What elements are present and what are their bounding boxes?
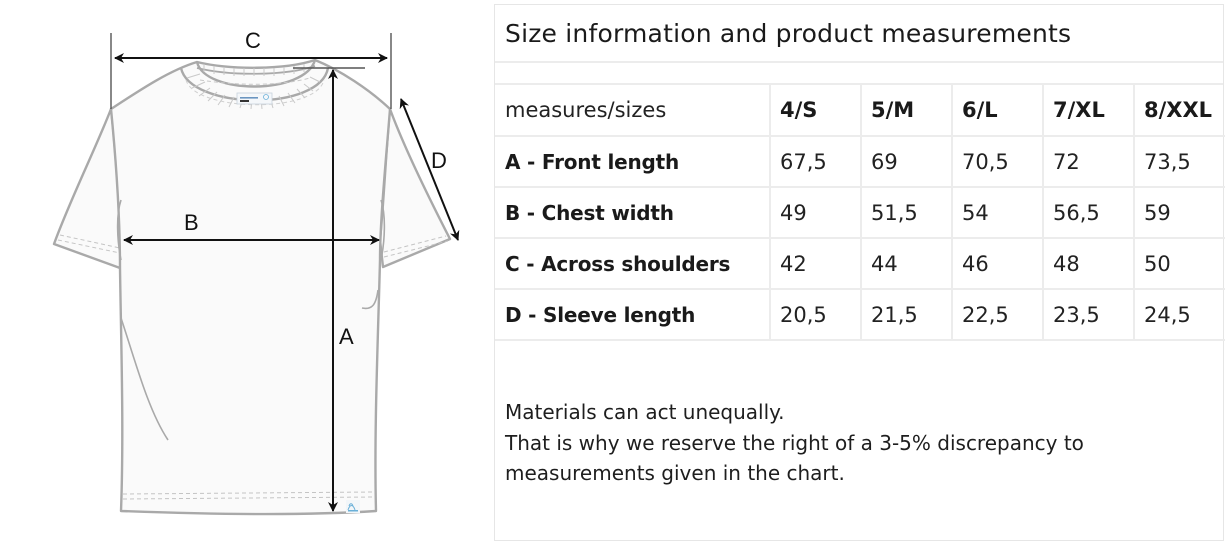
table-header-row: measures/sizes 4/S 5/M 6/L 7/XL 8/XXL [495, 85, 1225, 137]
size-header: 5/M [860, 85, 952, 137]
table-row: B - Chest width 49 51,5 54 56,5 59 [495, 187, 1225, 239]
measure-value: 59 [1133, 187, 1225, 239]
measure-value: 21,5 [860, 289, 952, 341]
measure-value: 42 [769, 238, 861, 290]
measure-value: 23,5 [1042, 289, 1134, 341]
measure-value: 51,5 [860, 187, 952, 239]
panel-title: Size information and product measurement… [495, 5, 1223, 63]
measure-label: B - Chest width [495, 187, 770, 239]
spacer-row [495, 63, 1223, 85]
measure-value: 69 [860, 136, 952, 188]
measure-value: 73,5 [1133, 136, 1225, 188]
measure-value: 24,5 [1133, 289, 1225, 341]
discrepancy-note: Materials can act unequally. That is why… [505, 397, 1084, 489]
size-chart-table: measures/sizes 4/S 5/M 6/L 7/XL 8/XXL A … [495, 85, 1225, 341]
tshirt-outline-icon: C B A D [52, 28, 460, 516]
note-line: Materials can act unequally. [505, 400, 785, 424]
measure-value: 44 [860, 238, 952, 290]
tshirt-measurement-diagram: C B A D [0, 0, 490, 545]
measure-value: 54 [951, 187, 1043, 239]
table-row: D - Sleeve length 20,5 21,5 22,5 23,5 24… [495, 289, 1225, 341]
size-header: 8/XXL [1133, 85, 1225, 137]
note-line: measurements given in the chart. [505, 461, 845, 485]
measure-label: A - Front length [495, 136, 770, 188]
measure-label: D - Sleeve length [495, 289, 770, 341]
measure-value: 48 [1042, 238, 1134, 290]
label-d: D [431, 148, 447, 173]
size-header: 6/L [951, 85, 1043, 137]
measure-label: C - Across shoulders [495, 238, 770, 290]
note-line: That is why we reserve the right of a 3-… [505, 430, 1084, 455]
neck-label-icon [236, 92, 273, 105]
size-header: 4/S [769, 85, 861, 137]
measure-value: 49 [769, 187, 861, 239]
label-a: A [339, 324, 354, 349]
measure-value: 67,5 [769, 136, 861, 188]
label-b: B [184, 210, 199, 235]
corner-header: measures/sizes [495, 85, 770, 137]
measure-value: 22,5 [951, 289, 1043, 341]
table-row: A - Front length 67,5 69 70,5 72 73,5 [495, 136, 1225, 188]
measure-value: 50 [1133, 238, 1225, 290]
measure-value: 56,5 [1042, 187, 1134, 239]
size-header: 7/XL [1042, 85, 1134, 137]
hem-tag-icon [346, 500, 360, 513]
measure-value: 20,5 [769, 289, 861, 341]
label-c: C [245, 28, 261, 53]
measure-value: 46 [951, 238, 1043, 290]
measure-value: 72 [1042, 136, 1134, 188]
table-row: C - Across shoulders 42 44 46 48 50 [495, 238, 1225, 290]
measure-value: 70,5 [951, 136, 1043, 188]
size-info-panel: Size information and product measurement… [494, 4, 1225, 541]
